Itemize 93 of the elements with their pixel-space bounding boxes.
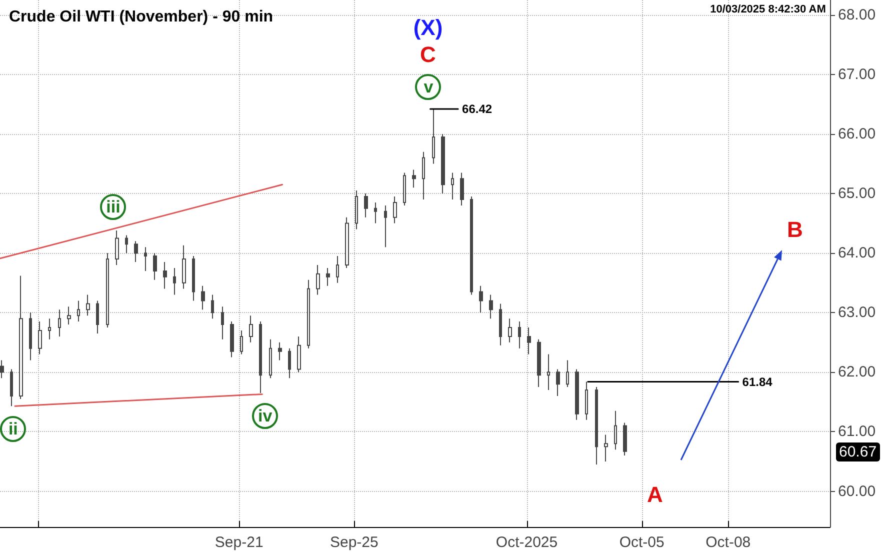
candlestick bbox=[316, 264, 320, 296]
annotation: C bbox=[420, 42, 436, 67]
x-tick-label: Oct-08 bbox=[706, 534, 751, 551]
x-tick-label: Sep-25 bbox=[330, 534, 378, 551]
candlestick bbox=[106, 252, 109, 328]
y-tick-label: 63.00 bbox=[838, 304, 876, 322]
candlestick bbox=[585, 381, 588, 420]
candlestick bbox=[48, 318, 51, 340]
annotation: B bbox=[787, 217, 803, 242]
y-tick-label: 65.00 bbox=[838, 185, 876, 202]
candlestick bbox=[623, 422, 627, 456]
candlestick bbox=[489, 294, 493, 320]
annotation: (X) bbox=[413, 15, 443, 40]
candlestick bbox=[115, 230, 119, 266]
y-tick-label: 62.00 bbox=[838, 364, 876, 381]
annotation: iii bbox=[106, 198, 120, 217]
x-tick-label: Oct-2025 bbox=[496, 534, 558, 551]
candlestick bbox=[508, 318, 512, 343]
annotation: ii bbox=[8, 420, 18, 439]
candlestick bbox=[173, 267, 176, 296]
candlestick bbox=[288, 348, 291, 379]
candlestick bbox=[384, 204, 387, 248]
candlestick bbox=[297, 336, 301, 373]
annotation: v bbox=[424, 77, 434, 96]
candlestick bbox=[403, 172, 406, 206]
candlestick bbox=[249, 315, 253, 343]
annotation: 10/03/2025 8:42:30 AM bbox=[710, 4, 826, 16]
candlestick bbox=[556, 368, 560, 396]
candlestick bbox=[537, 338, 541, 388]
candlestick bbox=[432, 108, 435, 164]
candlestick bbox=[595, 386, 598, 465]
candlestick bbox=[451, 172, 454, 200]
candlestick bbox=[393, 196, 397, 224]
candlestick bbox=[547, 354, 550, 391]
candlestick bbox=[518, 321, 521, 349]
candlestick bbox=[326, 267, 330, 286]
candlestick bbox=[374, 202, 377, 224]
candlestick bbox=[269, 338, 272, 379]
y-tick-label: 61.00 bbox=[838, 423, 876, 440]
annotation: A bbox=[647, 482, 663, 507]
candlestick bbox=[201, 285, 205, 310]
candlestick bbox=[10, 368, 13, 407]
text: Crude Oil WTI (November) - 90 min bbox=[9, 8, 274, 26]
x-tick-label: Oct-05 bbox=[619, 534, 664, 551]
candlestick bbox=[355, 190, 358, 230]
candlestick bbox=[182, 244, 186, 290]
y-tick-label: 66.00 bbox=[838, 125, 876, 142]
candlestick bbox=[336, 256, 339, 284]
annotation: 61.84 bbox=[742, 374, 772, 389]
candlestick bbox=[307, 279, 310, 349]
candlestick bbox=[134, 240, 138, 263]
candlestick bbox=[422, 151, 425, 200]
candlestick bbox=[153, 252, 157, 280]
candlestick bbox=[364, 193, 368, 218]
y-tick-label: 60.00 bbox=[838, 482, 876, 500]
candlestick bbox=[19, 275, 23, 400]
candlestick bbox=[614, 410, 617, 450]
candlestick bbox=[0, 360, 4, 379]
candlestick bbox=[67, 306, 71, 326]
candlestick bbox=[240, 330, 243, 355]
candlestick bbox=[163, 262, 167, 290]
candlestick bbox=[499, 303, 502, 346]
candlestick bbox=[230, 321, 234, 358]
candlestick bbox=[441, 133, 445, 194]
candlestick bbox=[29, 312, 32, 361]
candlestick bbox=[259, 321, 262, 394]
candlestick bbox=[58, 309, 61, 337]
candlestick bbox=[345, 216, 349, 268]
y-tick-label: 64.00 bbox=[838, 244, 876, 262]
annotation: 66.42 bbox=[462, 102, 492, 116]
candlestick bbox=[86, 294, 90, 316]
candlestick bbox=[575, 368, 579, 420]
candlestick bbox=[125, 234, 128, 254]
candlestick bbox=[192, 256, 195, 302]
candlestick bbox=[460, 172, 464, 206]
candlestick bbox=[412, 169, 416, 188]
candlestick bbox=[479, 285, 483, 314]
candlestick bbox=[77, 300, 80, 322]
candlestick bbox=[96, 300, 99, 334]
text: 60.67 bbox=[836, 442, 880, 462]
y-tick-label: 67.00 bbox=[838, 66, 876, 83]
candlestick bbox=[604, 434, 608, 462]
candlestick bbox=[38, 321, 42, 355]
candlestick bbox=[566, 360, 569, 388]
candlestick bbox=[144, 246, 147, 272]
candlestick bbox=[470, 196, 473, 296]
candlestick bbox=[527, 327, 531, 355]
candlestick bbox=[211, 294, 214, 320]
x-tick-label: Sep-21 bbox=[214, 534, 264, 551]
annotation: iv bbox=[258, 406, 272, 426]
y-tick-label: 68.00 bbox=[838, 6, 876, 24]
candlestick bbox=[221, 306, 224, 340]
candlestick bbox=[278, 342, 282, 361]
